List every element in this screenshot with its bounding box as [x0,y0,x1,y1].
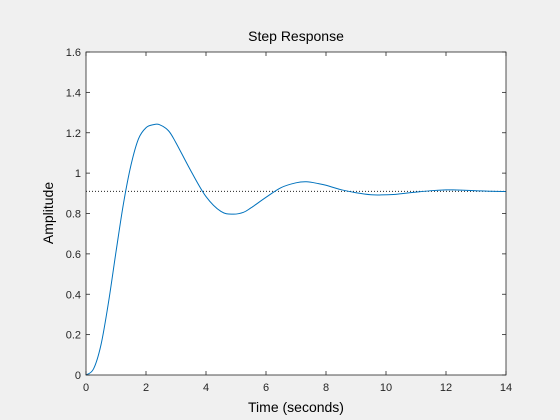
y-tick-label: 0.6 [66,249,81,261]
x-tick-label: 2 [143,382,149,394]
x-tick-label: 14 [500,382,512,394]
x-tick-label: 0 [83,382,89,394]
y-tick-label: 1.2 [66,128,81,140]
y-tick-label: 0.4 [66,289,81,301]
x-tick-label: 4 [203,382,209,394]
step-response-line [85,123,507,376]
y-tick-label: 1 [75,168,81,180]
y-ticks: 0 0.2 0.4 0.6 0.8 1 1.2 1.4 1.6 [66,47,506,382]
y-tick-label: 0.2 [66,330,81,342]
y-tick-label: 0.8 [66,209,81,221]
x-tick-label: 10 [380,382,392,394]
x-tick-label: 8 [323,382,329,394]
x-tick-label: 12 [440,382,452,394]
plot-area [86,52,506,375]
x-tick-label: 6 [263,382,269,394]
y-tick-label: 1.6 [66,47,81,59]
series-layer [85,123,507,376]
y-axis-label: Amplitude [40,182,56,244]
x-axis-label: Time (seconds) [248,399,344,415]
x-ticks: 0 2 4 6 8 10 12 14 [83,52,512,394]
y-tick-label: 0 [75,370,81,382]
y-tick-label: 1.4 [66,87,81,99]
chart-title: Step Response [248,28,344,44]
